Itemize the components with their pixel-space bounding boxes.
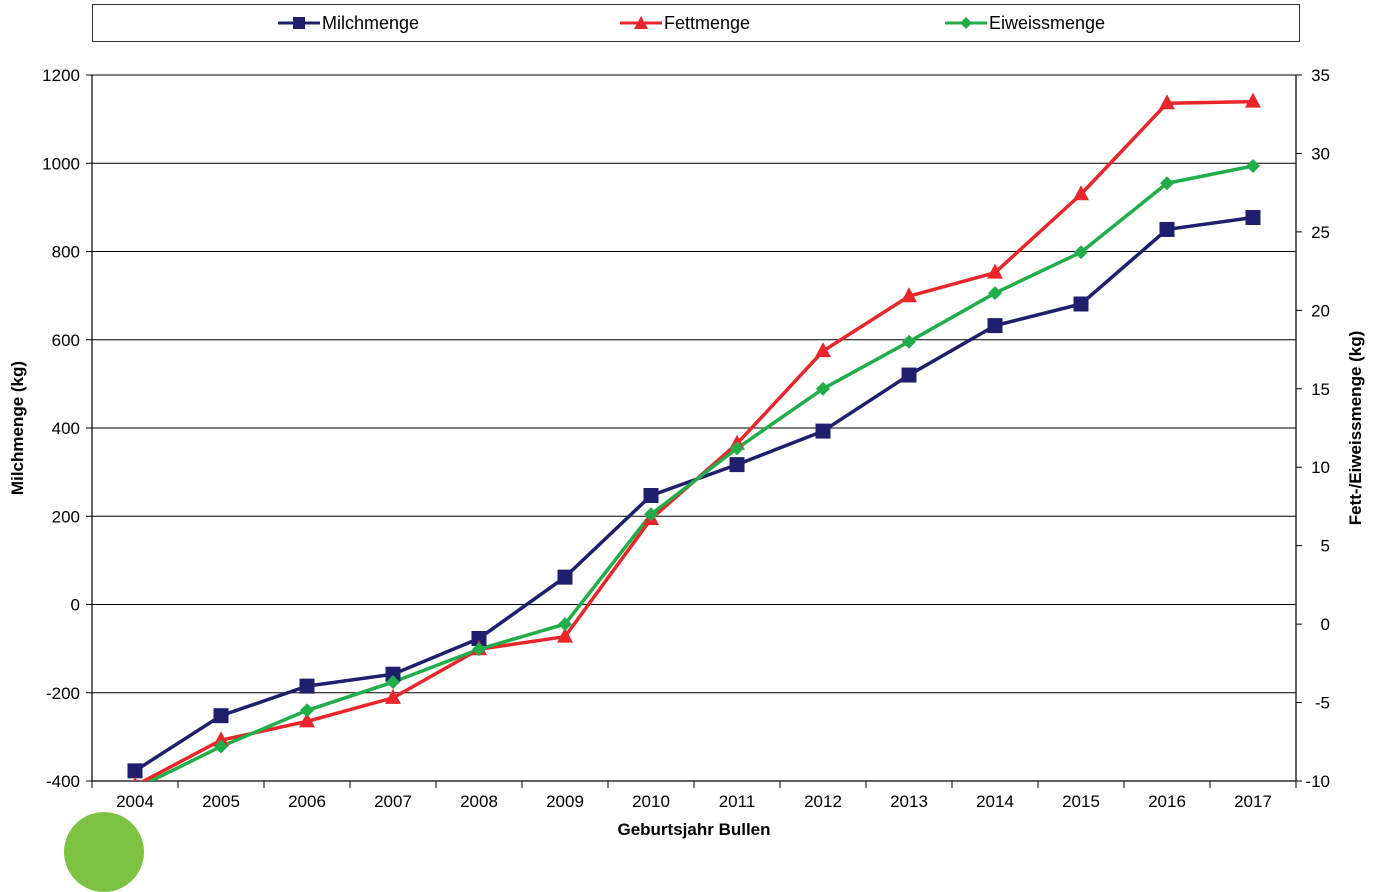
axes: [86, 74, 1302, 788]
marker-eiweissmenge-2006: [300, 703, 314, 718]
marker-eiweissmenge-2011: [730, 441, 744, 456]
gridlines: [92, 74, 1296, 694]
marker-eiweissmenge-2013: [902, 334, 916, 349]
y2-tick-label: 0: [1321, 615, 1330, 634]
marker-eiweissmenge-2015: [1074, 245, 1088, 260]
marker-fettmenge-2004: [132, 776, 138, 781]
marker-milchmenge-2014: [987, 318, 1003, 334]
marker-milchmenge-2004: [127, 763, 143, 779]
y2-tick-label: 20: [1311, 301, 1330, 320]
y2-tick-label: 5: [1321, 537, 1330, 556]
marker-eiweissmenge-2005: [214, 739, 228, 754]
x-tick-label: 2009: [546, 792, 584, 811]
x-tick-label: 2010: [632, 792, 670, 811]
marker-milchmenge-2012: [815, 423, 831, 439]
chart: -400 -200 0 200 400 600 800 1000 1200 -10 -5 0 5 10 15…: [42, 66, 1330, 811]
tick-labels: -400 -200 0 200 400 600 800 1000 1200 -10 -5 0 5 10 15…: [42, 66, 1330, 811]
y-tick-label: 400: [52, 419, 80, 438]
legend-item-fettmenge: Fettmenge: [620, 5, 750, 41]
marker-fettmenge-2014: [987, 263, 1003, 279]
x-tick-label: 2016: [1148, 792, 1186, 811]
marker-milchmenge-2005: [213, 708, 229, 724]
legend-item-milchmenge: Milchmenge: [278, 5, 419, 41]
series-line-eiweissmenge: [146, 164, 1254, 781]
x-tick-label: 2012: [804, 792, 842, 811]
marker-milchmenge-2016: [1159, 221, 1175, 237]
marker-eiweissmenge-2016: [1160, 176, 1174, 191]
marker-eiweissmenge-2009: [558, 617, 572, 632]
x-tick-label: 2008: [460, 792, 498, 811]
legend-swatch-eiweissmenge: [945, 17, 987, 29]
marker-milchmenge-2011: [729, 457, 745, 473]
marker-fettmenge-2017: [1245, 92, 1261, 108]
y-tick-label: 800: [52, 243, 80, 262]
legend: Milchmenge Fettmenge Eiweissmenge: [92, 4, 1300, 42]
legend-label-milchmenge: Milchmenge: [322, 12, 420, 33]
y2-tick-label: 35: [1311, 66, 1330, 85]
legend-item-eiweissmenge: Eiweissmenge: [945, 5, 1105, 41]
marker-fettmenge-2005: [213, 731, 229, 747]
leaf-logo-icon: [64, 812, 144, 892]
marker-eiweissmenge-2012: [816, 381, 830, 396]
legend-label-fettmenge: Fettmenge: [664, 12, 751, 33]
marker-fettmenge-2009: [557, 627, 573, 643]
marker-milchmenge-2006: [299, 678, 315, 694]
x-tick-label: 2005: [202, 792, 240, 811]
x-tick-label: 2014: [976, 792, 1014, 811]
y2-tick-label: 15: [1311, 380, 1330, 399]
marker-eiweissmenge-2014: [988, 286, 1002, 301]
marker-fettmenge-2012: [815, 342, 831, 358]
y-tick-label: 200: [52, 507, 80, 526]
series-lines: [134, 99, 1254, 781]
x-tick-label: 2015: [1062, 792, 1100, 811]
marker-eiweissmenge-2017: [1246, 158, 1260, 173]
y-tick-label: -200: [46, 684, 80, 703]
marker-eiweissmenge-2010: [644, 507, 658, 522]
x-tick-label: 2007: [374, 792, 412, 811]
y2-axis-title: Fett-/Eiweissmenge (kg): [1346, 330, 1365, 526]
marker-milchmenge-2008: [471, 630, 487, 646]
marker-fettmenge-2006: [299, 712, 315, 728]
series-markers: [127, 92, 1261, 781]
marker-fettmenge-2016: [1159, 94, 1175, 110]
marker-milchmenge-2010: [643, 488, 659, 504]
x-axis-title: Geburtsjahr Bullen: [617, 820, 771, 839]
x-tick-label: 2011: [719, 792, 756, 811]
y2-tick-label: -5: [1315, 694, 1330, 713]
y-axis-title: Milchmenge (kg): [8, 360, 27, 496]
y-tick-label: 1000: [42, 154, 80, 173]
legend-label-eiweissmenge: Eiweissmenge: [989, 12, 1106, 33]
x-tick-label: 2013: [890, 792, 928, 811]
y-tick-label: 1200: [42, 66, 80, 85]
x-tick-label: 2006: [288, 792, 326, 811]
legend-swatch-fettmenge: [620, 16, 662, 29]
y2-tick-label: 10: [1311, 458, 1330, 477]
marker-eiweissmenge-2008: [472, 642, 486, 657]
marker-milchmenge-2013: [901, 367, 917, 383]
marker-fettmenge-2015: [1073, 185, 1089, 201]
y-tick-label: -400: [46, 772, 80, 791]
marker-milchmenge-2015: [1073, 296, 1089, 312]
marker-fettmenge-2007: [385, 688, 401, 704]
marker-milchmenge-2009: [557, 569, 573, 585]
y-tick-label: 600: [52, 331, 80, 350]
x-tick-label: 2017: [1234, 792, 1272, 811]
legend-swatch-milchmenge: [278, 17, 320, 29]
y2-tick-label: -10: [1305, 772, 1330, 791]
y-tick-label: 0: [71, 596, 80, 615]
marker-eiweissmenge-2007: [386, 675, 400, 690]
x-tick-label: 2004: [116, 792, 154, 811]
marker-milchmenge-2007: [385, 666, 401, 682]
marker-milchmenge-2017: [1245, 210, 1261, 226]
y2-tick-label: 30: [1311, 144, 1330, 163]
y2-tick-label: 25: [1311, 223, 1330, 242]
marker-fettmenge-2013: [901, 287, 917, 303]
